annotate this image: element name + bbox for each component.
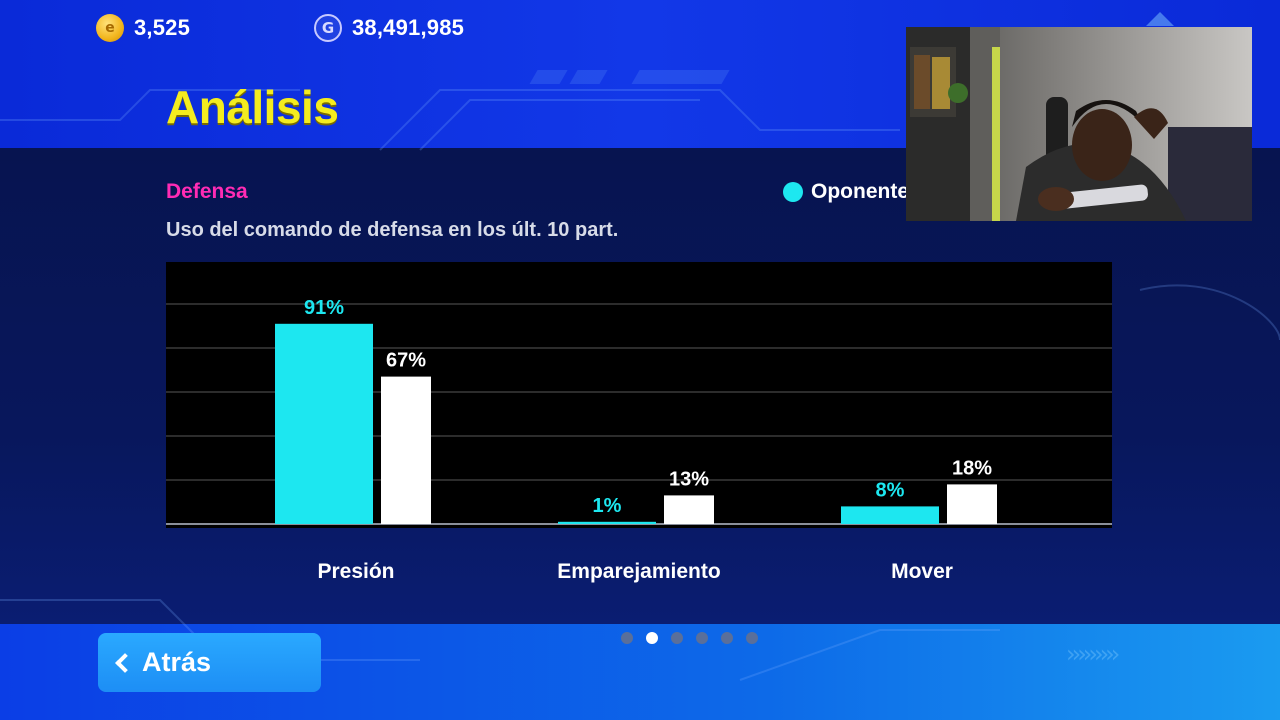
page-dot[interactable] (696, 632, 708, 644)
bar-opponent-2 (841, 506, 939, 524)
category-label: Mover (891, 560, 953, 583)
page-title: Análisis (166, 81, 339, 133)
page-dot[interactable] (646, 632, 658, 644)
webcam-overlay (906, 27, 1252, 221)
legend-opponent-label: Oponente (811, 180, 909, 203)
bar-self-2 (947, 484, 997, 524)
section-label: Defensa (166, 180, 248, 203)
gp-counter: G 38,491,985 (314, 14, 464, 42)
back-button[interactable]: Atrás (98, 633, 321, 692)
chevron-left-icon (115, 652, 135, 673)
bar-value-label: 67% (386, 350, 426, 372)
page-dot[interactable] (721, 632, 733, 644)
category-label: Emparejamiento (557, 560, 721, 583)
bar-chart-svg: 91% 67% 1% 13% 8% 18% (166, 297, 1112, 525)
gp-icon: G (314, 14, 342, 42)
bar-value-label: 18% (952, 457, 992, 479)
bar-value-label: 8% (876, 479, 905, 501)
back-button-label: Atrás (142, 647, 212, 677)
webcam-image (906, 27, 1252, 221)
bar-self-0 (381, 376, 431, 524)
bar-self-1 (664, 495, 714, 524)
gp-value: 38,491,985 (352, 15, 465, 40)
page-dot[interactable] (671, 632, 683, 644)
bar-value-label: 13% (669, 468, 709, 490)
coins-value: 3,525 (134, 15, 191, 40)
chevrons-decoration-icon: ››››››››› (1066, 640, 1120, 668)
bar-value-label: 1% (593, 495, 622, 517)
page-dot[interactable] (746, 632, 758, 644)
bar-opponent-1 (558, 521, 656, 524)
chart-subtitle: Uso del comando de defensa en los últ. 1… (166, 219, 619, 241)
legend-opponent-swatch (783, 182, 803, 202)
coins-counter: e 3,525 (96, 14, 190, 42)
chart-legend: Oponente (783, 180, 909, 204)
coin-icon: e (96, 14, 124, 42)
category-label: Presión (317, 560, 395, 583)
bar-opponent-0 (275, 323, 373, 524)
page-indicator (621, 632, 758, 644)
page-dot[interactable] (621, 632, 633, 644)
bar-value-label: 91% (304, 297, 344, 319)
bar-chart: 91% 67% 1% 13% 8% 18% (166, 262, 1112, 528)
